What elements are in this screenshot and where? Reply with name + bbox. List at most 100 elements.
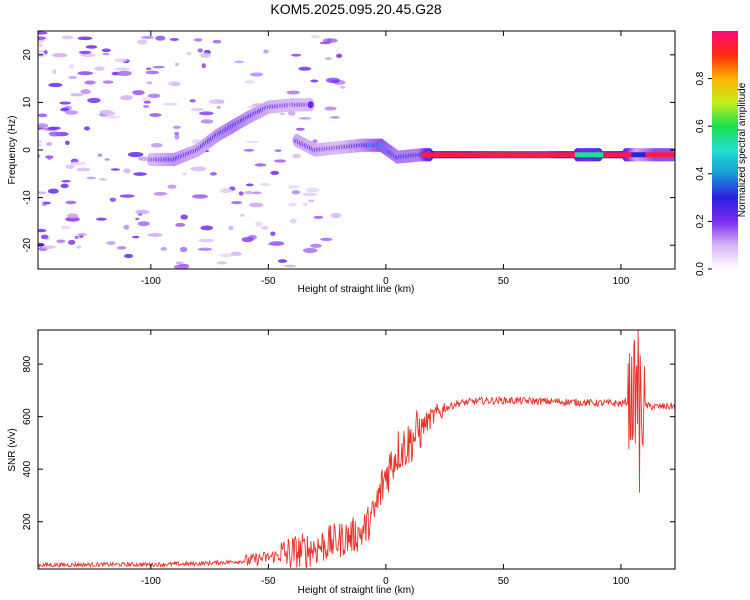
noise-blob — [244, 80, 255, 84]
colorbar-tick-label: 0.4 — [695, 166, 706, 180]
noise-blob — [279, 112, 286, 116]
colorbar-ticks: 0.0 0.2 0.4 0.6 0.8 — [695, 71, 712, 276]
noise-blob — [172, 82, 181, 86]
ridge-core — [521, 152, 524, 158]
noise-blob — [250, 72, 263, 77]
ridge-core — [512, 152, 516, 158]
ridge-core — [422, 152, 426, 158]
noise-blob — [133, 172, 147, 176]
noise-blob — [95, 217, 107, 221]
ridge-core — [560, 152, 564, 158]
noise-blob — [116, 70, 132, 77]
ridge-core — [618, 152, 622, 158]
noise-blob — [150, 142, 163, 148]
noise-blob — [192, 194, 209, 199]
ridge-core — [662, 152, 665, 158]
ridge-core — [593, 152, 596, 158]
noise-blob — [70, 161, 87, 166]
noise-blob — [295, 127, 305, 131]
noise-blob — [277, 259, 288, 263]
ridge-core — [673, 152, 675, 158]
noise-blob — [216, 261, 227, 265]
noise-blob — [180, 214, 188, 220]
noise-blob — [292, 153, 302, 159]
noise-blob — [160, 247, 167, 251]
x-tick-label: -50 — [261, 276, 276, 287]
noise-blob — [145, 67, 152, 71]
ridge-core — [487, 152, 491, 158]
ridge-core — [659, 152, 663, 158]
ridge-core — [478, 152, 482, 158]
noise-blob — [48, 82, 63, 88]
noise-blob — [197, 48, 204, 53]
noise-blob — [70, 93, 84, 97]
noise-blob — [86, 176, 96, 180]
noise-blob — [287, 110, 296, 116]
noise-blob — [324, 106, 337, 111]
noise-blob — [114, 67, 130, 71]
noise-blob — [68, 76, 78, 79]
noise-blob — [167, 184, 177, 189]
ridge-core — [656, 152, 660, 158]
x-tick-label: 100 — [613, 576, 630, 587]
ridge-core — [545, 152, 548, 158]
ridge-core — [432, 152, 436, 158]
snr-ticks: -100 -50 0 50 100 200 400 600 800 — [22, 330, 675, 587]
noise-blob — [305, 187, 320, 193]
noise-blob — [77, 71, 93, 76]
noise-blob — [288, 202, 297, 207]
ridge-core — [486, 152, 489, 158]
noise-blob — [199, 111, 214, 116]
noise-blob — [153, 191, 168, 196]
noise-blob — [174, 132, 180, 136]
noise-blob — [152, 65, 165, 69]
noise-blob — [137, 221, 150, 227]
noise-blob — [259, 182, 271, 186]
ridge-core — [488, 152, 492, 158]
ridge-core — [421, 152, 424, 158]
noise-blob — [38, 228, 47, 233]
ridge-core — [532, 152, 536, 158]
ridge-core — [491, 152, 495, 158]
ridge-core — [570, 152, 574, 158]
noise-blob — [127, 151, 144, 158]
noise-blob — [310, 243, 322, 248]
ridge-core — [624, 152, 627, 158]
snr-xlabel: Height of straight line (km) — [298, 585, 415, 596]
ridge-core — [425, 152, 428, 158]
noise-blob — [66, 213, 79, 219]
noise-blob — [302, 192, 318, 197]
ridge-core — [443, 152, 447, 158]
noise-blob — [94, 66, 105, 71]
noise-blob — [216, 105, 221, 109]
noise-blob — [38, 123, 49, 129]
ridge-core — [449, 152, 452, 158]
noise-blob — [175, 222, 186, 227]
noise-blob — [181, 172, 188, 176]
noise-blob — [239, 213, 246, 217]
noise-blob — [84, 126, 90, 131]
noise-blob — [146, 81, 153, 85]
x-tick-label: -100 — [141, 576, 161, 587]
noise-blob — [48, 131, 62, 137]
noise-blob — [61, 35, 74, 40]
ridge-core — [464, 152, 468, 158]
ridge-core — [505, 152, 509, 158]
ridge-core — [552, 152, 555, 158]
ridge-core — [438, 152, 441, 158]
ridge-core — [439, 152, 443, 158]
noise-blob — [313, 215, 324, 219]
noise-blob — [123, 168, 131, 174]
noise-blob — [255, 221, 262, 227]
noise-blob — [80, 89, 91, 95]
noise-blob — [179, 246, 188, 253]
noise-blob — [290, 218, 297, 224]
ridge-core — [577, 152, 581, 158]
noise-blob — [119, 194, 135, 198]
noise-blob — [77, 36, 93, 41]
ridge-core — [576, 152, 579, 158]
ridge-core — [457, 152, 461, 158]
ridge-core — [476, 152, 479, 158]
noise-blob — [238, 191, 244, 196]
